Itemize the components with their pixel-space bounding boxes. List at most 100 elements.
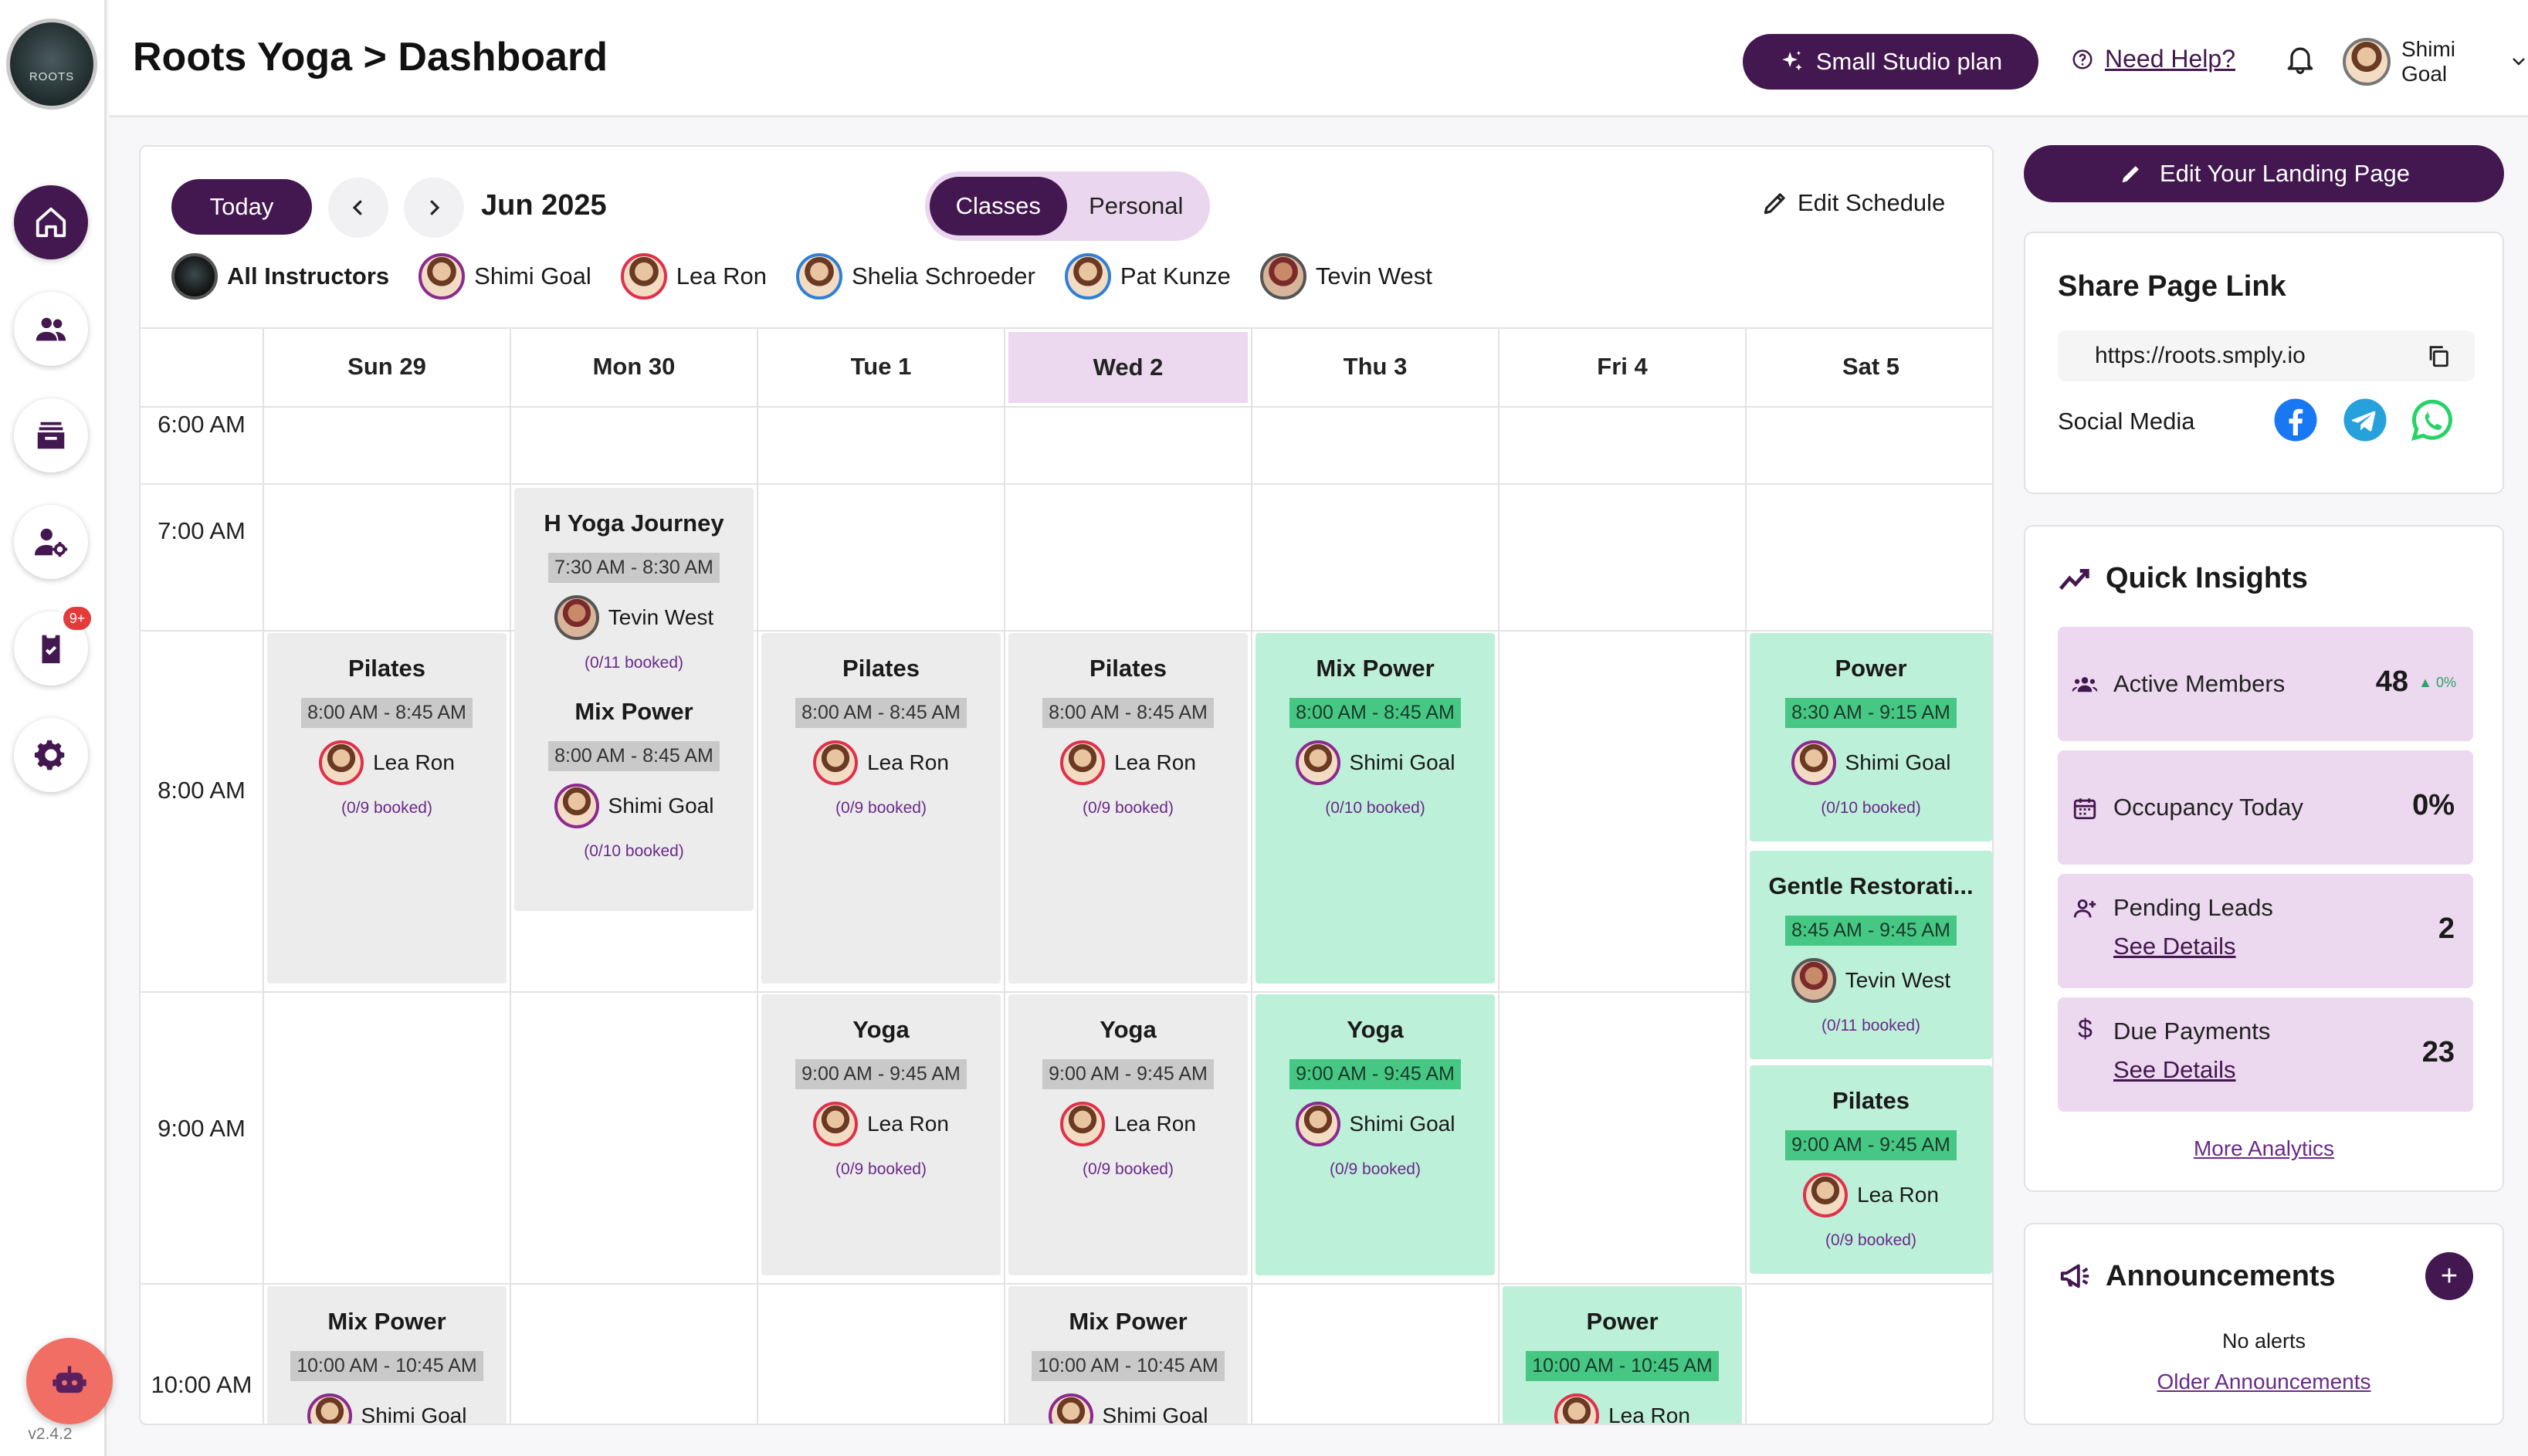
day-header[interactable]: Fri 4 bbox=[1500, 327, 1745, 406]
class-event[interactable]: Yoga 9:00 AM - 9:45 AM Lea Ron (0/9 booked) bbox=[1008, 994, 1248, 1275]
instructor-avatar bbox=[1048, 1393, 1093, 1424]
instructor-shimi-goal[interactable]: Shimi Goal bbox=[419, 253, 591, 300]
tab-classes[interactable]: Classes bbox=[930, 177, 1067, 235]
more-analytics-link[interactable]: More Analytics bbox=[2193, 1136, 2335, 1160]
day-header[interactable]: Sat 5 bbox=[1747, 327, 1992, 406]
tab-personal[interactable]: Personal bbox=[1089, 192, 1184, 219]
insights-heading: Quick Insights bbox=[2058, 560, 2308, 596]
class-time: 9:00 AM - 9:45 AM bbox=[1289, 1059, 1461, 1089]
studio-logo[interactable]: ROOTS bbox=[6, 19, 97, 110]
telegram-icon[interactable] bbox=[2342, 397, 2388, 443]
class-instructor: Lea Ron bbox=[1750, 1173, 1992, 1217]
day-header[interactable]: Sun 29 bbox=[264, 327, 510, 406]
instructor-label: All Instructors bbox=[227, 262, 390, 290]
edit-schedule-button[interactable]: Edit Schedule bbox=[1760, 188, 1945, 218]
share-title: Share Page Link bbox=[2058, 270, 2286, 303]
instructor-name: Shimi Goal bbox=[1845, 750, 1951, 774]
class-event[interactable]: Pilates 8:00 AM - 8:45 AM Lea Ron (0/9 book… bbox=[761, 633, 1001, 984]
question-circle-icon bbox=[2072, 49, 2093, 69]
instructor-avatar bbox=[795, 253, 842, 300]
class-name: Pilates bbox=[842, 655, 920, 682]
class-event[interactable]: Mix Power 8:00 AM - 8:45 AM Shimi Goal (0/1… bbox=[1256, 633, 1495, 984]
class-event[interactable]: Power 8:30 AM - 9:15 AM Shimi Goal (0/10 bo… bbox=[1750, 633, 1992, 841]
due-payments-stat[interactable]: $ Due Payments See Details 23 bbox=[2058, 997, 2473, 1112]
users-icon bbox=[36, 317, 66, 341]
edit-landing-page-button[interactable]: Edit Your Landing Page bbox=[2024, 145, 2504, 202]
social-media-label: Social Media bbox=[2058, 408, 2195, 435]
share-url-field[interactable]: https://roots.smply.io bbox=[2058, 330, 2475, 381]
grid-row-line bbox=[141, 630, 1992, 631]
copy-icon[interactable] bbox=[2425, 343, 2452, 369]
class-instructor: Tevin West bbox=[514, 595, 754, 640]
next-button[interactable] bbox=[404, 178, 464, 238]
pencil-icon bbox=[2122, 166, 2139, 183]
older-announcements-link[interactable]: Older Announcements bbox=[2157, 1370, 2371, 1393]
instructor-name: Shimi Goal bbox=[1102, 1404, 1208, 1425]
instructor-all[interactable]: All Instructors bbox=[171, 253, 389, 300]
instructor-name: Shimi Goal bbox=[608, 794, 714, 818]
class-event[interactable]: Yoga 9:00 AM - 9:45 AM Lea Ron (0/9 booked) bbox=[761, 994, 1001, 1275]
occupancy-value: 0% bbox=[2412, 789, 2455, 821]
sidebar-item-members[interactable] bbox=[14, 292, 88, 366]
active-members-stat[interactable]: Active Members 48 ▲ 0% bbox=[2058, 627, 2473, 741]
instructor-avatar bbox=[554, 595, 599, 640]
instructor-shelia-schroeder[interactable]: Shelia Schroeder bbox=[795, 253, 1035, 300]
day-header[interactable]: Wed 2 bbox=[1008, 332, 1248, 403]
help-link[interactable]: Need Help? bbox=[2071, 45, 2235, 73]
plan-button[interactable]: Small Studio plan bbox=[1743, 34, 2038, 90]
class-event[interactable]: Pilates 8:00 AM - 8:45 AM Lea Ron (0/9 book… bbox=[267, 633, 507, 984]
today-button[interactable]: Today bbox=[171, 179, 312, 235]
sidebar-item-tasks[interactable]: 9+ bbox=[14, 607, 91, 686]
time-label: 6:00 AM bbox=[158, 411, 246, 438]
class-event[interactable]: Mix Power 10:00 AM - 10:45 AM Shimi Goal bbox=[267, 1286, 507, 1425]
whatsapp-icon[interactable] bbox=[2409, 397, 2455, 443]
time-label: 7:00 AM bbox=[158, 517, 246, 544]
class-name: Pilates bbox=[348, 655, 425, 682]
instructor-avatar bbox=[1554, 1393, 1600, 1424]
time-label: 9:00 AM bbox=[158, 1115, 246, 1142]
class-event[interactable]: Power 10:00 AM - 10:45 AM Lea Ron bbox=[1503, 1286, 1742, 1425]
sidebar-item-settings[interactable] bbox=[14, 718, 88, 792]
clipboard-check-icon bbox=[42, 633, 60, 664]
class-event[interactable]: Pilates 8:00 AM - 8:45 AM Lea Ron (0/9 book… bbox=[1008, 633, 1248, 984]
instructor-avatar bbox=[813, 1102, 859, 1146]
day-header[interactable]: Thu 3 bbox=[1252, 327, 1498, 406]
add-announcement-button[interactable]: + bbox=[2425, 1252, 2473, 1300]
class-name: Pilates bbox=[1832, 1087, 1910, 1114]
day-header[interactable]: Tue 1 bbox=[758, 327, 1004, 406]
class-instructor: Shimi Goal bbox=[267, 1393, 507, 1425]
share-page-card: Share Page Link https://roots.smply.io S… bbox=[2024, 232, 2504, 494]
class-event[interactable]: Mix Power 10:00 AM - 10:45 AM Shimi Goal bbox=[1008, 1286, 1248, 1425]
sidebar-item-instructors[interactable] bbox=[14, 505, 88, 579]
instructor-tevin-west[interactable]: Tevin West bbox=[1259, 253, 1432, 300]
pending-leads-label: Pending Leads bbox=[2113, 894, 2273, 921]
chevron-left-icon bbox=[352, 200, 362, 215]
class-event[interactable]: Mix Power 8:00 AM - 8:45 AM Shimi Goal (0/1… bbox=[514, 676, 754, 911]
instructor-label: Shelia Schroeder bbox=[851, 262, 1035, 290]
assistant-bot-button[interactable] bbox=[26, 1338, 113, 1424]
class-time: 8:00 AM - 8:45 AM bbox=[1042, 698, 1214, 728]
due-see-details-link[interactable]: See Details bbox=[2113, 1056, 2236, 1083]
instructor-pat-kunze[interactable]: Pat Kunze bbox=[1064, 253, 1231, 300]
instructor-name: Lea Ron bbox=[1608, 1404, 1690, 1425]
prev-button[interactable] bbox=[328, 178, 388, 238]
class-booked: (0/9 booked) bbox=[1083, 1160, 1174, 1178]
pending-leads-stat[interactable]: Pending Leads See Details 2 bbox=[2058, 874, 2473, 988]
class-event[interactable]: Pilates 9:00 AM - 9:45 AM Lea Ron (0/9 book… bbox=[1750, 1065, 1992, 1274]
instructor-lea-ron[interactable]: Lea Ron bbox=[620, 253, 767, 300]
day-header[interactable]: Mon 30 bbox=[511, 327, 757, 406]
occupancy-stat[interactable]: Occupancy Today 0% bbox=[2058, 750, 2473, 865]
class-event[interactable]: Yoga 9:00 AM - 9:45 AM Shimi Goal (0/9 book… bbox=[1256, 994, 1495, 1275]
sidebar-item-home[interactable] bbox=[14, 185, 88, 259]
pending-see-details-link[interactable]: See Details bbox=[2113, 933, 2236, 960]
bell-icon[interactable] bbox=[2283, 42, 2317, 76]
class-event[interactable]: Gentle Restorati... 8:45 AM - 9:45 AM Tevi… bbox=[1750, 851, 1992, 1059]
grid-row-line bbox=[141, 1283, 1992, 1285]
day-label: Wed 2 bbox=[1093, 354, 1164, 381]
user-menu[interactable]: Shimi Goal bbox=[2343, 37, 2528, 86]
instructor-name: Shimi Goal bbox=[361, 1404, 467, 1425]
facebook-icon[interactable] bbox=[2272, 397, 2319, 443]
sidebar-item-classes[interactable] bbox=[14, 398, 88, 472]
instructor-name: Shimi Goal bbox=[1349, 1112, 1455, 1136]
edit-schedule-label: Edit Schedule bbox=[1798, 189, 1946, 216]
